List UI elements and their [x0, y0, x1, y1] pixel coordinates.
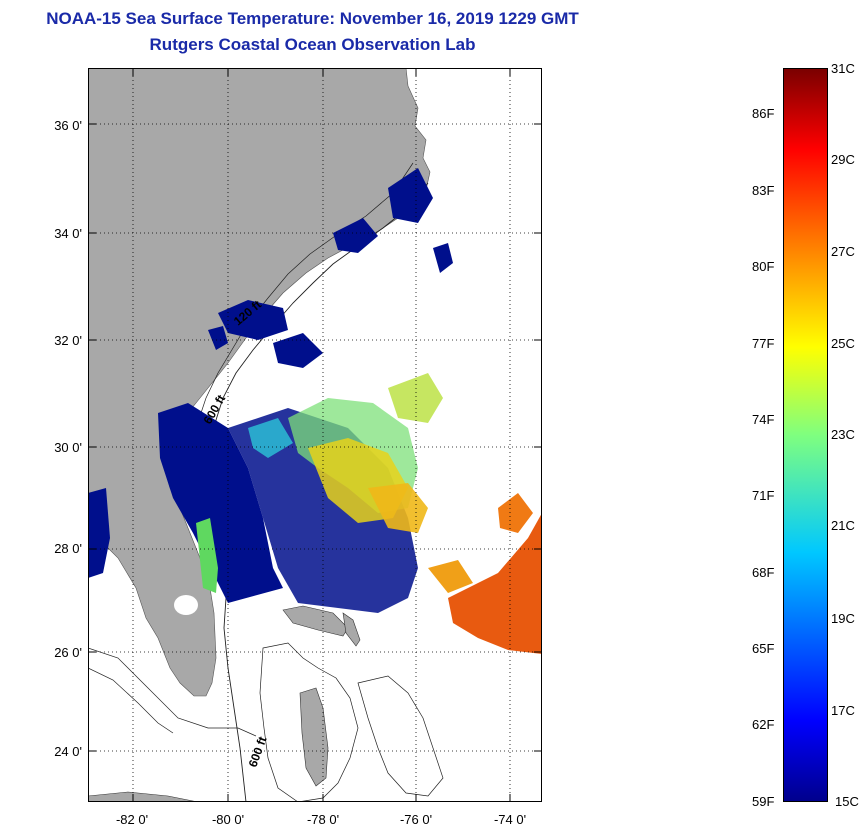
colorbar-label-86f: 86F: [752, 106, 775, 121]
bank-contour-3: [88, 647, 257, 737]
colorbar-label-15c: 15C: [835, 794, 859, 809]
bahamas-island-4: [88, 791, 199, 802]
sst-mid-water: [196, 373, 443, 593]
colorbar-label-65f: 65F: [752, 641, 775, 656]
longitude-label-74: -74 0': [493, 812, 527, 827]
bank-contour-4: [88, 667, 174, 734]
latitude-label-24: 24 0': [54, 744, 82, 759]
latitude-label-34: 34 0': [54, 226, 82, 241]
colorbar-label-21c: 21C: [831, 518, 855, 533]
bahamas-island-2: [342, 612, 361, 647]
contour-600ft: [215, 182, 429, 802]
colorbar-label-74f: 74F: [752, 412, 775, 427]
latitude-label-28: 28 0': [54, 541, 82, 556]
longitude-label-78: -78 0': [306, 812, 340, 827]
map-title: NOAA-15 Sea Surface Temperature: Novembe…: [46, 9, 579, 28]
bank-contour-2: [357, 675, 444, 797]
sst-warm-water: [428, 493, 542, 654]
longitude-label-76: -76 0': [399, 812, 433, 827]
colorbar-label-29c: 29C: [831, 152, 855, 167]
map-frame: [88, 68, 542, 802]
colorbar-label-25c: 25C: [831, 336, 855, 351]
map-subtitle: Rutgers Coastal Ocean Observation Lab: [149, 35, 476, 54]
colorbar-label-62f: 62F: [752, 717, 775, 732]
latitude-label-36: 36 0': [54, 118, 82, 133]
colorbar-gradient: [783, 68, 828, 802]
colorbar-label-19c: 19C: [831, 611, 855, 626]
latitude-label-32: 32 0': [54, 333, 82, 348]
colorbar-label-23c: 23C: [831, 427, 855, 442]
bahamas-island-1: [282, 605, 349, 637]
colorbar-label-71f: 71F: [752, 488, 775, 503]
colorbar-label-83f: 83F: [752, 183, 775, 198]
colorbar-label-31c: 31C: [831, 61, 855, 76]
colorbar-label-59f: 59F: [752, 794, 775, 809]
longitude-label-82: -82 0': [115, 812, 149, 827]
colorbar-label-27c: 27C: [831, 244, 855, 259]
colorbar-label-80f: 80F: [752, 259, 775, 274]
colorbar-label-77f: 77F: [752, 336, 775, 351]
sst-map: 120 ft 600 ft 600 ft: [88, 68, 542, 802]
lake-okeechobee: [174, 595, 198, 615]
colorbar-label-68f: 68F: [752, 565, 775, 580]
latitude-label-26: 26 0': [54, 645, 82, 660]
bank-contour-1: [259, 642, 359, 802]
colorbar-label-17c: 17C: [831, 703, 855, 718]
latitude-label-30: 30 0': [54, 440, 82, 455]
colorbar: [783, 68, 828, 802]
longitude-label-80: -80 0': [211, 812, 245, 827]
bahamas-island-3: [299, 687, 329, 787]
contour-120ft: [195, 162, 414, 429]
